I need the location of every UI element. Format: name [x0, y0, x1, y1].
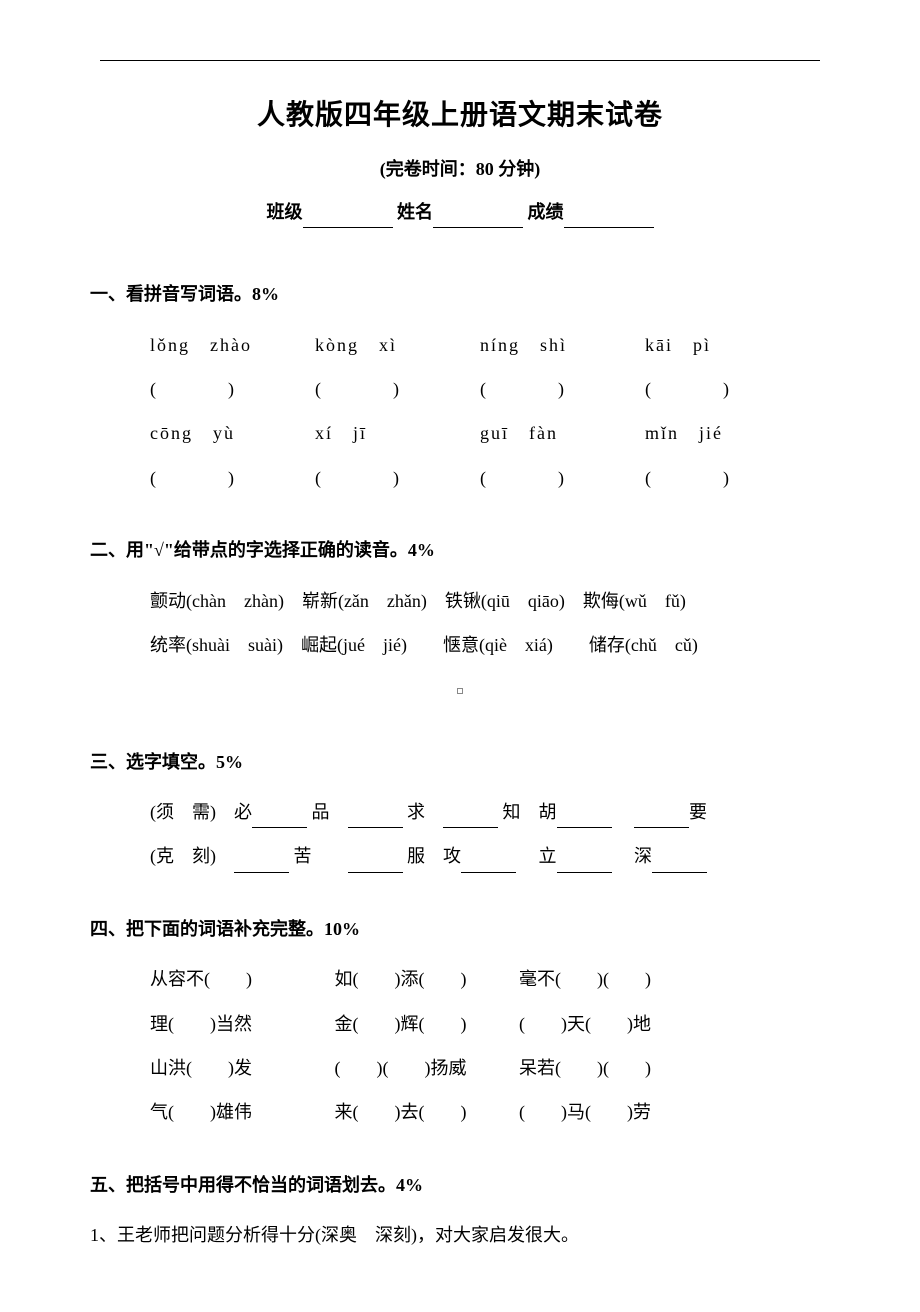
pinyin-cell: kāi pì: [645, 329, 810, 361]
q4-cell: 如( )添( ): [335, 963, 515, 995]
pinyin-cell: níng shì: [480, 329, 645, 361]
q5-line-1: 1、王老师把问题分析得十分(深奥 深刻)，对大家启发很大。: [90, 1219, 830, 1251]
page-marker: [90, 673, 830, 705]
student-info-line: 班级 姓名 成绩: [90, 196, 830, 228]
pinyin-cell: xí jī: [315, 417, 480, 449]
fill-blank[interactable]: [652, 855, 707, 873]
section-4-content: 从容不( ) 如( )添( ) 毫不( )( ) 理( )当然 金( )辉( )…: [90, 963, 830, 1129]
answer-cell[interactable]: ( ): [150, 462, 315, 494]
section-1-content: lǒng zhào kòng xì níng shì kāi pì ( ) ( …: [90, 329, 830, 495]
section-5-title: 五、把括号中用得不恰当的词语划去。4%: [90, 1169, 830, 1201]
fill-blank[interactable]: [234, 855, 289, 873]
section-2-content: 颤动(chàn zhàn) 崭新(zǎn zhǎn) 铁锹(qiū qiāo) …: [90, 585, 830, 662]
section-2-title: 二、用"√"给带点的字选择正确的读音。4%: [90, 534, 830, 566]
fill-blank[interactable]: [634, 810, 689, 828]
fill-blank[interactable]: [557, 810, 612, 828]
section-3-content: (须 需) 必 品 求 知 胡 要 (克 刻) 苦 服 攻 立 深: [90, 796, 830, 873]
q4-cell: 山洪( )发: [150, 1052, 330, 1084]
score-label: 成绩: [528, 202, 564, 222]
fill-blank[interactable]: [461, 855, 516, 873]
q4-row: 从容不( ) 如( )添( ) 毫不( )( ): [150, 963, 830, 995]
exam-title: 人教版四年级上册语文期末试卷: [90, 91, 830, 141]
answer-cell[interactable]: ( ): [150, 373, 315, 405]
answer-cell[interactable]: ( ): [480, 373, 645, 405]
q4-cell: 呆若( )( ): [519, 1052, 699, 1084]
answer-cell[interactable]: ( ): [315, 373, 480, 405]
top-divider: [100, 60, 820, 61]
pinyin-cell: lǒng zhào: [150, 329, 315, 361]
q4-cell: 理( )当然: [150, 1008, 330, 1040]
section-1-title: 一、看拼音写词语。8%: [90, 278, 830, 310]
answer-cell[interactable]: ( ): [315, 462, 480, 494]
pinyin-row-1: lǒng zhào kòng xì níng shì kāi pì: [150, 329, 830, 361]
q4-cell: ( )马( )劳: [519, 1096, 699, 1128]
answer-row-1: ( ) ( ) ( ) ( ): [150, 373, 830, 405]
q4-row: 理( )当然 金( )辉( ) ( )天( )地: [150, 1008, 830, 1040]
answer-row-2: ( ) ( ) ( ) ( ): [150, 462, 830, 494]
section-3-title: 三、选字填空。5%: [90, 746, 830, 778]
q3-line-2: (克 刻) 苦 服 攻 立 深: [150, 840, 830, 872]
fill-blank[interactable]: [348, 810, 403, 828]
q4-row: 山洪( )发 ( )( )扬威 呆若( )( ): [150, 1052, 830, 1084]
answer-cell[interactable]: ( ): [480, 462, 645, 494]
fill-blank[interactable]: [348, 855, 403, 873]
class-blank[interactable]: [303, 208, 393, 228]
fill-blank[interactable]: [557, 855, 612, 873]
section-5-content: 1、王老师把问题分析得十分(深奥 深刻)，对大家启发很大。: [90, 1219, 830, 1251]
name-blank[interactable]: [433, 208, 523, 228]
q4-cell: 从容不( ): [150, 963, 330, 995]
answer-cell[interactable]: ( ): [645, 462, 810, 494]
q4-cell: ( )天( )地: [519, 1008, 699, 1040]
pinyin-cell: guī fàn: [480, 417, 645, 449]
pinyin-cell: cōng yù: [150, 417, 315, 449]
q4-cell: 金( )辉( ): [335, 1008, 515, 1040]
section-4-title: 四、把下面的词语补充完整。10%: [90, 913, 830, 945]
answer-cell[interactable]: ( ): [645, 373, 810, 405]
q4-cell: 来( )去( ): [335, 1096, 515, 1128]
q4-cell: 毫不( )( ): [519, 963, 699, 995]
pinyin-cell: kòng xì: [315, 329, 480, 361]
q2-line-2: 统率(shuài suài) 崛起(jué jié) 惬意(qiè xiá) 储…: [150, 629, 830, 661]
class-label: 班级: [267, 202, 303, 222]
q2-line-1: 颤动(chàn zhàn) 崭新(zǎn zhǎn) 铁锹(qiū qiāo) …: [150, 585, 830, 617]
fill-blank[interactable]: [252, 810, 307, 828]
score-blank[interactable]: [564, 208, 654, 228]
q4-cell: 气( )雄伟: [150, 1096, 330, 1128]
pinyin-cell: mǐn jié: [645, 417, 810, 449]
q4-row: 气( )雄伟 来( )去( ) ( )马( )劳: [150, 1096, 830, 1128]
exam-subtitle: (完卷时间：80 分钟): [90, 153, 830, 185]
fill-blank[interactable]: [443, 810, 498, 828]
q4-cell: ( )( )扬威: [335, 1052, 515, 1084]
pinyin-row-2: cōng yù xí jī guī fàn mǐn jié: [150, 417, 830, 449]
name-label: 姓名: [397, 202, 433, 222]
q3-line-1: (须 需) 必 品 求 知 胡 要: [150, 796, 830, 828]
